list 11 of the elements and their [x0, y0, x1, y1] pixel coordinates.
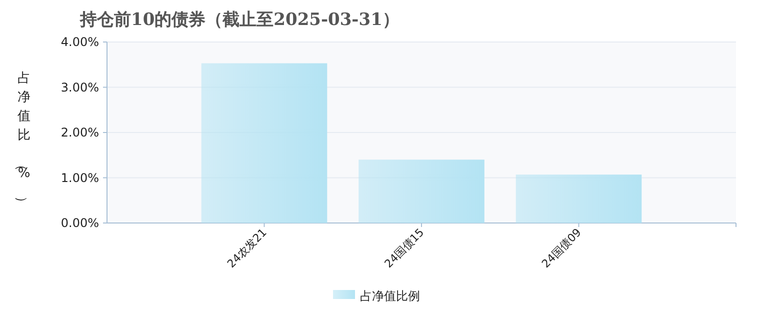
x-tick-label: 24国债15 [382, 226, 427, 270]
y-tick-label: 0.00% [60, 216, 99, 230]
legend-label: 占净值比例 [360, 289, 420, 303]
y-tick-label: 2.00% [60, 126, 99, 140]
y-tick-label: 1.00% [60, 170, 99, 185]
y-axis-title: 占净值比（%） [14, 71, 30, 209]
chart-title: 持仓前10的债券（截止至2025-03-31） [79, 10, 400, 30]
y-tick-label: 4.00% [60, 35, 99, 49]
x-tick-label: 24农发21 [224, 226, 270, 270]
x-tick-label: 24国债09 [539, 226, 584, 270]
y-tick-label: 3.00% [60, 80, 99, 94]
